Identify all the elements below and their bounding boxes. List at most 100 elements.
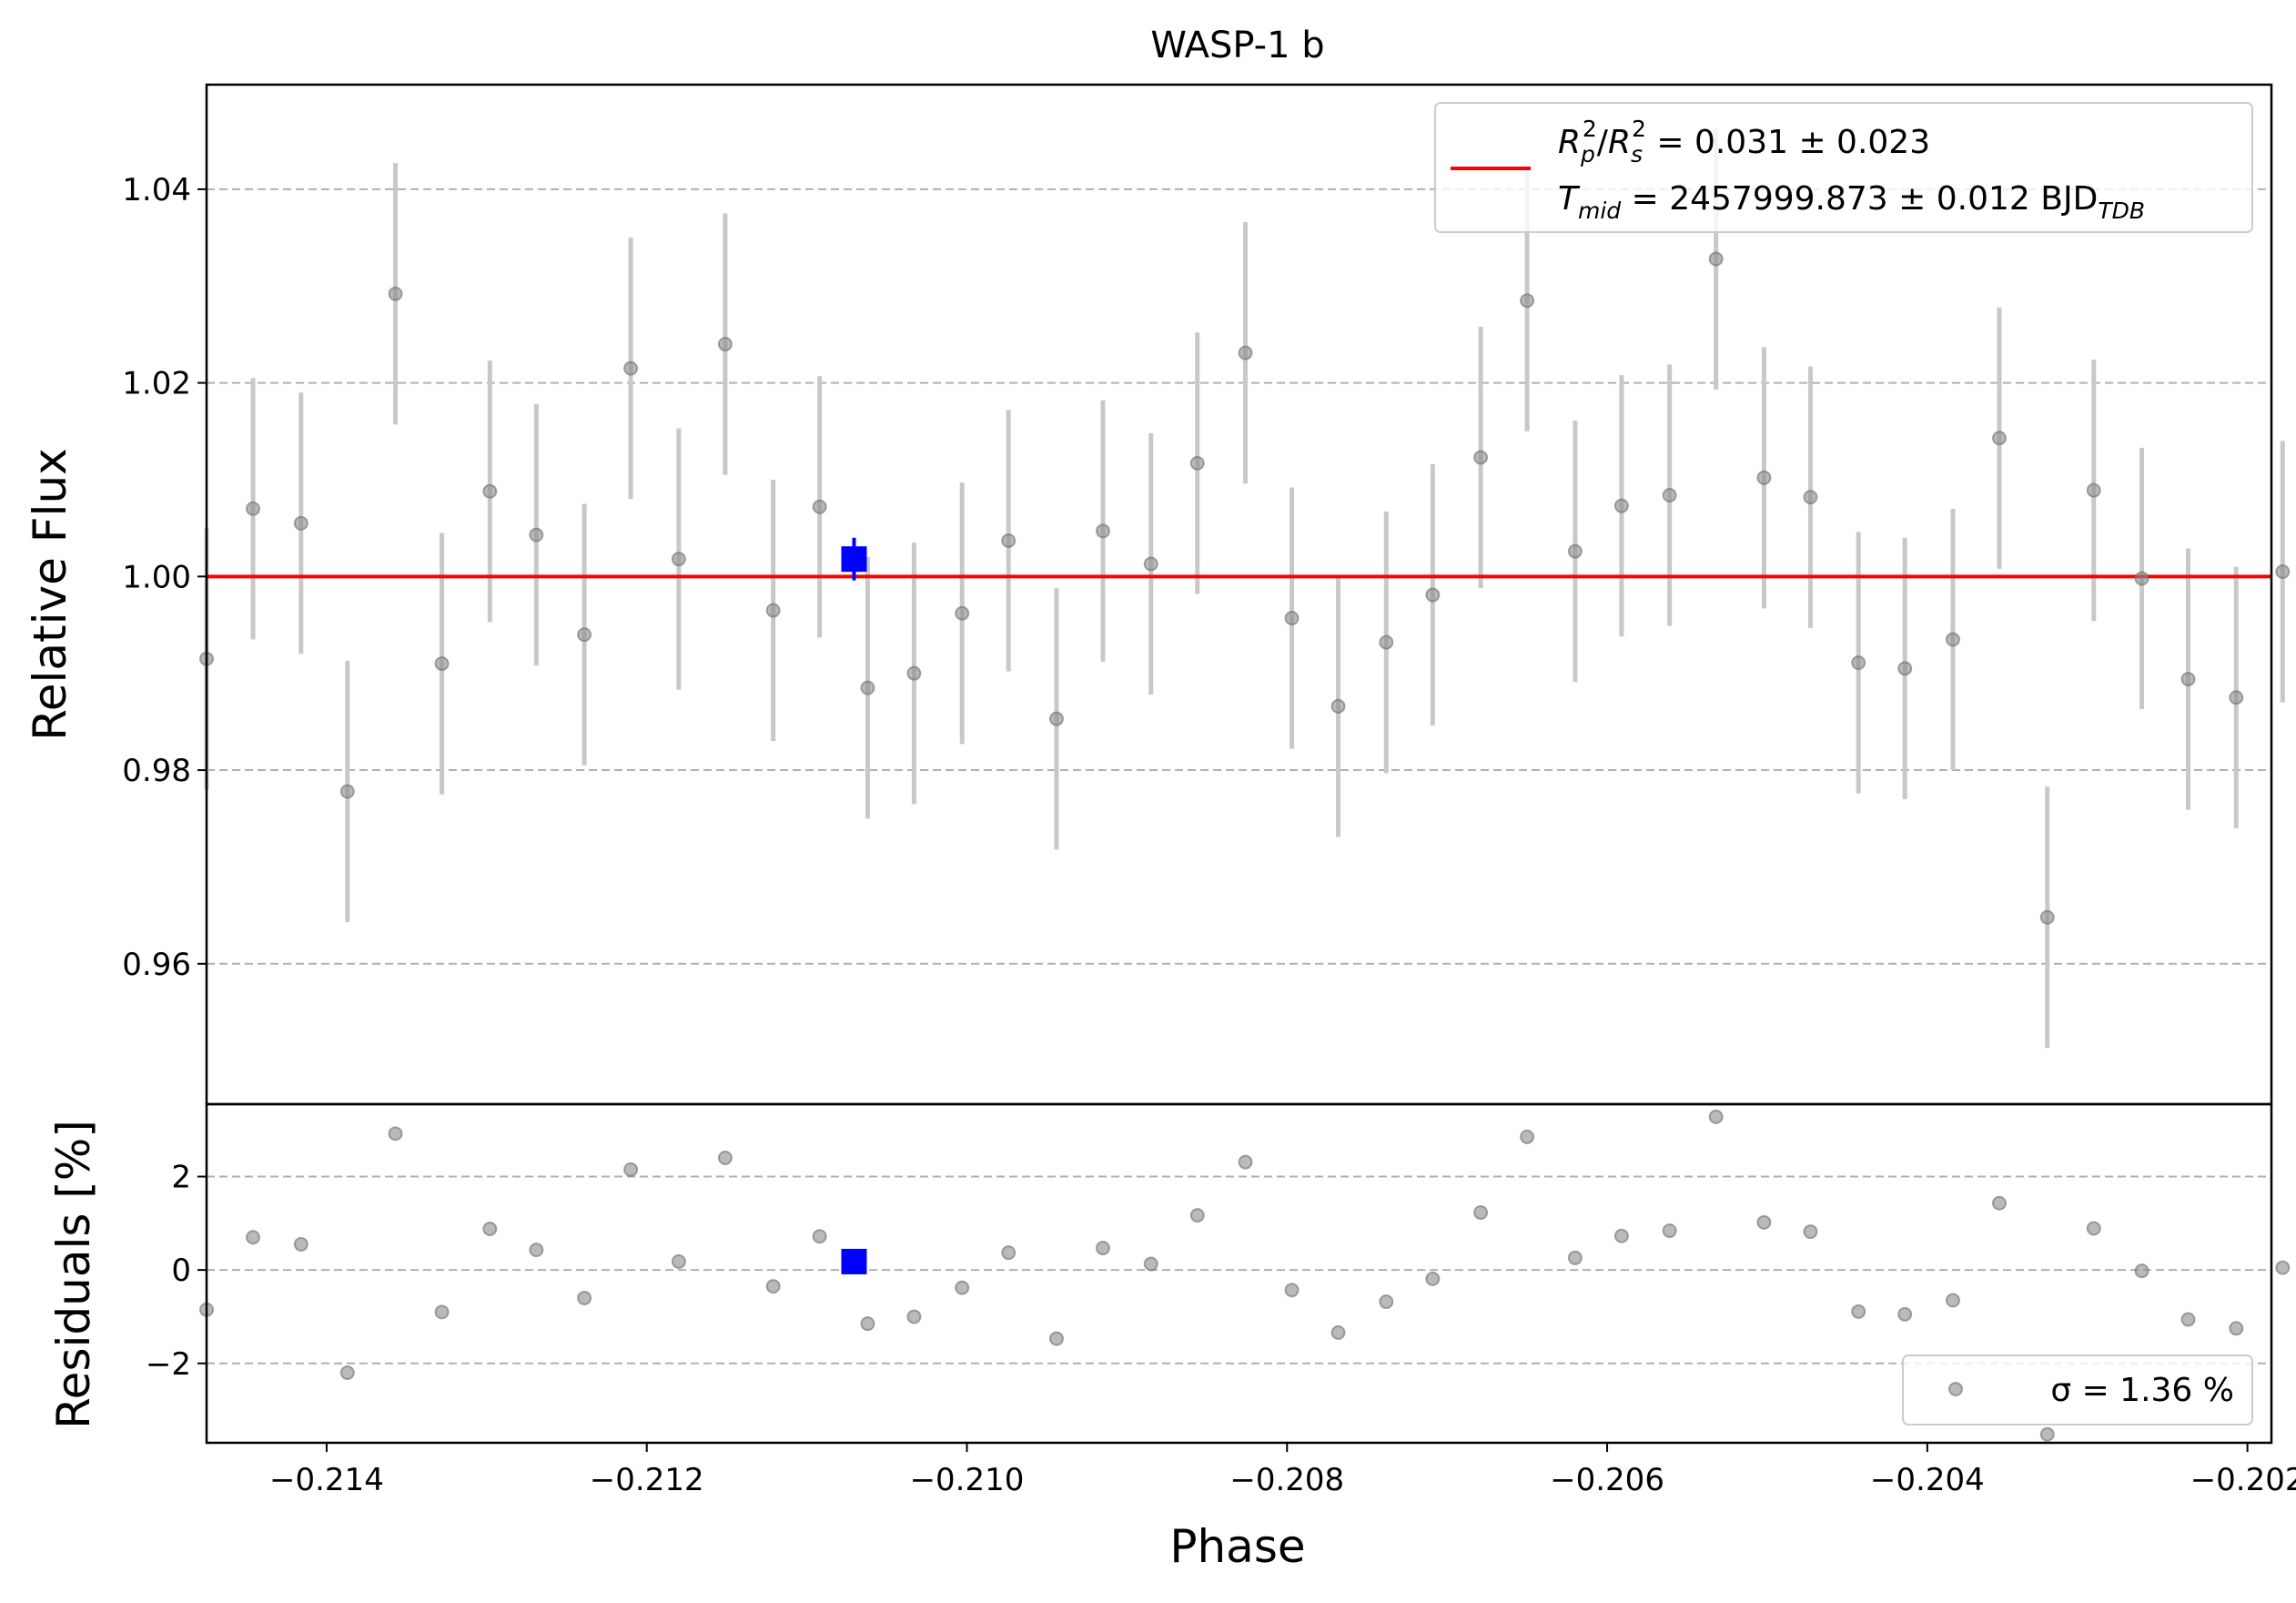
residual-data-point	[293, 1236, 308, 1252]
residual-data-point	[1520, 1129, 1535, 1144]
flux-data-point	[388, 286, 403, 301]
residual-data-point	[623, 1162, 639, 1177]
flux-data-point	[1048, 711, 1064, 726]
flux-data-point	[2039, 909, 2055, 925]
flux-data-point	[246, 501, 261, 516]
residual-y-ticks: −2 0 2	[146, 1160, 207, 1383]
x-tick-label: −0.208	[1229, 1462, 1344, 1498]
residual-data-point	[1991, 1195, 2007, 1211]
flux-data-point	[339, 784, 355, 799]
flux-data-point	[434, 656, 450, 672]
residual-panel: −2 0 2 −0.214 −0.212 −0.210 −0.208 −0.206 −0.20…	[47, 1102, 2296, 1573]
residual-data-point	[1851, 1304, 1866, 1319]
residual-y-tick-label: 2	[171, 1160, 191, 1196]
flux-data-point	[1851, 654, 1866, 670]
flux-y-tick-label: 1.00	[122, 559, 191, 595]
residual-legend-box	[1902, 1354, 2253, 1425]
residual-data-point	[906, 1309, 922, 1324]
flux-data-point	[1238, 345, 1253, 360]
residual-data-point	[1613, 1228, 1629, 1243]
residual-data-point	[1001, 1245, 1017, 1261]
residual-data-point	[2229, 1321, 2244, 1336]
chart-title: WASP-1 b	[1150, 25, 1324, 66]
flux-data-point	[293, 515, 308, 531]
residual-y-tick-label: 0	[171, 1253, 191, 1289]
residual-data-point	[2039, 1426, 2055, 1442]
x-tick-label: −0.212	[590, 1462, 704, 1498]
residual-data-point	[1662, 1223, 1677, 1239]
flux-y-tick-label: 1.02	[122, 366, 191, 402]
flux-data-point	[2180, 672, 2196, 687]
residual-plot-frame	[205, 1102, 2273, 1445]
residual-data-point	[717, 1151, 733, 1166]
flux-data-point	[577, 627, 592, 643]
flux-data-point	[1379, 634, 1394, 650]
flux-data-point	[482, 483, 498, 499]
residual-data-point	[434, 1304, 450, 1320]
legend-radius-ratio: Rp2/Rs2 = 0.031 ± 0.023	[1558, 116, 1930, 167]
flux-data-point	[1708, 251, 1724, 267]
flux-data-point	[1143, 556, 1158, 572]
residual-data-point	[1756, 1214, 1772, 1230]
x-tick-label: −0.214	[269, 1462, 384, 1498]
flux-data-point	[1991, 431, 2007, 446]
x-tick-label: −0.202	[2190, 1462, 2296, 1498]
residual-binned	[841, 1248, 867, 1274]
flux-binned	[841, 537, 867, 581]
residual-data-point	[1945, 1293, 1960, 1308]
x-axis-label: Phase	[1169, 1520, 1305, 1573]
flux-data-point	[1567, 543, 1583, 559]
flux-grid	[207, 188, 2271, 965]
residual-y-label: Residuals [%]	[47, 1120, 100, 1429]
residual-data-point	[482, 1221, 498, 1236]
flux-data-point	[1189, 455, 1205, 471]
residual-x-ticks: −0.214 −0.212 −0.210 −0.208 −0.206 −0.204 −0.2…	[269, 1443, 2296, 1498]
flux-legend-box	[1434, 102, 2253, 233]
flux-data-point	[2086, 482, 2101, 498]
flux-y-tick-label: 0.98	[122, 753, 191, 789]
residual-data-point	[765, 1279, 781, 1294]
flux-data-point	[765, 603, 781, 618]
flux-data-point	[1095, 523, 1110, 539]
residual-data-point	[671, 1253, 686, 1269]
x-tick-label: −0.206	[1550, 1462, 1664, 1498]
residual-data-point	[1284, 1283, 1300, 1298]
residual-data-point	[1330, 1324, 1346, 1340]
flux-data-point	[671, 552, 686, 567]
residual-data-point	[339, 1365, 355, 1381]
residual-y-tick-label: −2	[146, 1346, 191, 1383]
residual-legend-marker	[1948, 1382, 1963, 1396]
flux-data-point	[2229, 690, 2244, 705]
x-tick-label: −0.204	[1870, 1462, 1985, 1498]
flux-data-point	[1613, 498, 1629, 513]
flux-data-point	[860, 680, 875, 695]
flux-data-point	[1330, 698, 1346, 714]
flux-y-tick-label: 0.96	[122, 947, 191, 983]
residual-data-point	[2134, 1263, 2149, 1279]
x-tick-label: −0.210	[910, 1462, 1025, 1498]
flux-data-point	[529, 527, 544, 543]
flux-data-point	[812, 499, 827, 514]
flux-data-point	[1520, 293, 1535, 309]
flux-y-label: Relative Flux	[24, 448, 76, 740]
flux-data-point	[2134, 571, 2149, 586]
residual-data-point	[1379, 1294, 1394, 1310]
residual-binned-point	[841, 1248, 867, 1274]
residual-data-point	[1425, 1271, 1441, 1286]
residual-data-point	[2180, 1312, 2196, 1327]
residual-legend-label: σ = 1.36 %	[2050, 1372, 2234, 1409]
residual-data-point	[1567, 1250, 1583, 1265]
residual-data-point	[388, 1126, 403, 1141]
residual-legend: σ = 1.36 %	[1902, 1354, 2253, 1425]
flux-data-point	[1897, 661, 1913, 676]
residual-data-point	[577, 1290, 592, 1305]
residual-data-point	[1897, 1306, 1913, 1322]
residual-data-point	[812, 1229, 827, 1244]
residual-data-point	[2275, 1260, 2291, 1275]
residual-data-point	[860, 1316, 875, 1332]
flux-data-point	[1945, 632, 1960, 647]
flux-data-point	[1662, 487, 1677, 502]
flux-data-point	[1756, 470, 1772, 485]
residual-data-point	[1708, 1109, 1724, 1124]
